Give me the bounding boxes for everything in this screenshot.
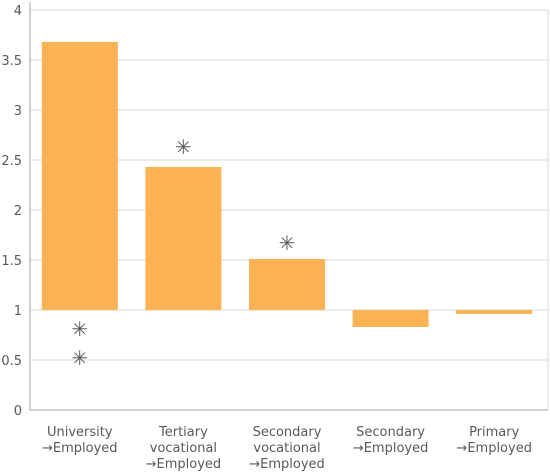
x-category-label-line: Secondary xyxy=(356,425,425,440)
bar xyxy=(41,42,118,310)
x-category-label: Secondary →Employed xyxy=(353,425,429,456)
x-category-label: University →Employed xyxy=(42,425,118,456)
bar xyxy=(352,310,429,327)
x-category-label-line: vocational xyxy=(253,441,320,456)
x-category-label-line: →Employed xyxy=(456,441,532,456)
x-category-label-line: →Employed xyxy=(146,457,222,472)
axes xyxy=(29,2,549,411)
significance-marker: ✳ xyxy=(71,346,88,370)
y-tick-label: 4 xyxy=(14,4,22,19)
y-tick-label: 0 xyxy=(14,404,22,419)
bar xyxy=(145,167,222,310)
x-category-label-line: Tertiary xyxy=(158,425,208,440)
y-tick-label: 1.5 xyxy=(1,254,22,269)
x-category-label-line: →Employed xyxy=(353,441,429,456)
bar xyxy=(249,259,325,310)
x-category-label-line: Secondary xyxy=(253,425,322,440)
significance-marker: ✳ xyxy=(279,231,296,255)
y-tick-label: 1 xyxy=(14,304,22,319)
x-category-label-line: University xyxy=(47,425,113,440)
x-category-label-line: Primary xyxy=(469,425,520,440)
significance-marker: ✳ xyxy=(71,317,88,341)
x-category-label-line: →Employed xyxy=(42,441,118,456)
y-tick-label: 2.5 xyxy=(1,154,22,169)
significance-marker: ✳ xyxy=(175,135,192,159)
y-tick-label: 3 xyxy=(14,104,22,119)
x-category-label-line: →Employed xyxy=(249,457,325,472)
y-axis-tick-labels: 0 0.5 1 1.5 2 2.5 3 3.5 4 xyxy=(1,4,22,419)
bar xyxy=(456,310,533,314)
y-tick-label: 0.5 xyxy=(1,354,22,369)
x-category-label-line: vocational xyxy=(150,441,217,456)
significance-markers: ✳ ✳ ✳ ✳ xyxy=(71,135,295,370)
bars xyxy=(41,42,533,327)
x-category-label: Tertiary vocational →Employed xyxy=(146,425,222,472)
x-category-label: Primary →Employed xyxy=(456,425,532,456)
y-tick-label: 3.5 xyxy=(1,54,22,69)
y-tick-label: 2 xyxy=(14,204,22,219)
x-category-label: Secondary vocational →Employed xyxy=(249,425,325,472)
